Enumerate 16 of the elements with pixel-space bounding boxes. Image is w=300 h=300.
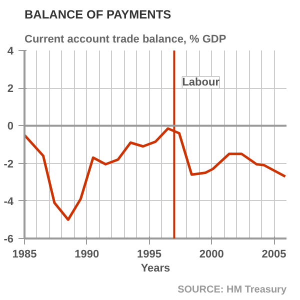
chart-title: BALANCE OF PAYMENTS: [24, 8, 172, 22]
y-tick-label: -2: [4, 158, 14, 170]
y-tick-label: 2: [7, 83, 14, 96]
x-tick-label: 1985: [12, 248, 37, 260]
x-tick-label: 2000: [199, 248, 224, 260]
chart-subtitle: Current account trade balance, % GDP: [24, 34, 226, 46]
x-axis-title: Years: [140, 262, 170, 274]
x-tick-label: 1990: [74, 248, 100, 260]
y-tick-label: -4: [4, 196, 14, 208]
y-tick-label: -6: [4, 234, 14, 246]
x-tick-label: 1995: [137, 248, 162, 260]
source-note: SOURCE: HM Treasury: [178, 284, 287, 296]
y-tick-label: 4: [7, 46, 14, 58]
x-tick-label: 2005: [262, 248, 286, 260]
ref-line-label: Labour: [182, 76, 220, 88]
y-tick-label: 0: [7, 120, 14, 133]
